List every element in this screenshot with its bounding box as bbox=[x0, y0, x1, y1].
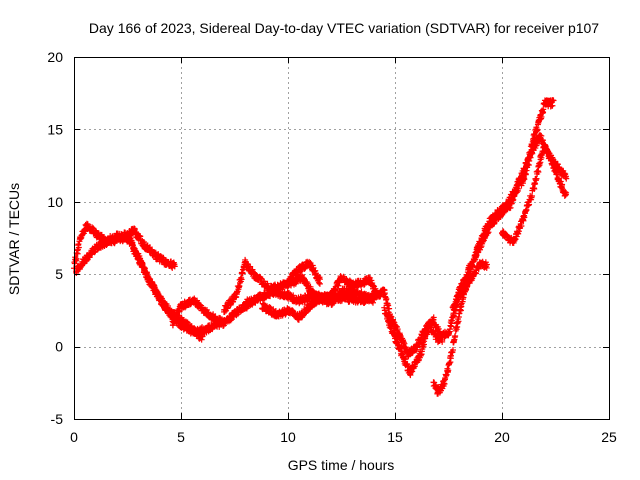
data-point bbox=[397, 344, 404, 351]
data-points bbox=[71, 97, 570, 397]
data-point bbox=[402, 344, 409, 351]
data-point bbox=[332, 286, 339, 293]
data-point bbox=[183, 322, 190, 329]
data-point bbox=[414, 344, 421, 351]
x-tick-label: 15 bbox=[387, 429, 403, 445]
data-point bbox=[402, 356, 409, 363]
data-point bbox=[386, 305, 393, 312]
x-tick-label: 25 bbox=[601, 429, 617, 445]
data-point bbox=[91, 249, 98, 256]
data-point bbox=[328, 302, 335, 308]
data-point bbox=[409, 368, 416, 375]
x-tick-label: 0 bbox=[70, 429, 78, 445]
data-point bbox=[75, 244, 82, 251]
data-point bbox=[236, 282, 243, 289]
data-point bbox=[247, 263, 254, 270]
data-point bbox=[316, 276, 323, 283]
axis-ticks bbox=[74, 57, 610, 420]
x-tick-labels: 0 5 10 15 20 25 bbox=[70, 429, 617, 445]
data-point bbox=[238, 276, 245, 283]
satellite-track bbox=[242, 286, 446, 360]
data-point bbox=[332, 297, 339, 304]
data-point bbox=[452, 333, 459, 340]
satellite-track bbox=[381, 258, 490, 379]
grid bbox=[74, 57, 609, 419]
data-point bbox=[404, 360, 411, 367]
data-point bbox=[171, 263, 178, 270]
x-axis-title: GPS time / hours bbox=[288, 457, 395, 473]
data-point bbox=[427, 321, 434, 328]
data-point bbox=[131, 225, 138, 232]
data-point bbox=[141, 265, 148, 272]
data-point bbox=[315, 279, 322, 286]
x-tick-label: 10 bbox=[280, 429, 296, 445]
data-point bbox=[370, 295, 377, 302]
y-tick-label: 5 bbox=[55, 266, 63, 282]
x-tick-label: 5 bbox=[177, 429, 185, 445]
plot-frame bbox=[74, 57, 610, 420]
data-point bbox=[161, 299, 168, 306]
chart-title: Day 166 of 2023, Sidereal Day-to-day VTE… bbox=[89, 20, 599, 36]
data-point bbox=[290, 308, 297, 315]
x-tick-label: 20 bbox=[494, 429, 510, 445]
y-axis-title: SDTVAR / TECUs bbox=[6, 183, 22, 295]
data-point bbox=[381, 304, 388, 311]
y-tick-label: 0 bbox=[55, 339, 63, 355]
y-tick-label: 15 bbox=[47, 121, 63, 137]
y-tick-label: 20 bbox=[47, 49, 63, 65]
satellite-track bbox=[259, 285, 377, 323]
data-point bbox=[224, 304, 231, 311]
data-point bbox=[390, 318, 397, 325]
y-tick-label: -5 bbox=[51, 411, 64, 427]
data-point bbox=[220, 323, 227, 330]
data-point bbox=[401, 340, 408, 347]
data-point bbox=[407, 369, 414, 376]
y-tick-labels: -5 0 5 10 15 20 bbox=[47, 49, 63, 427]
satellite-track bbox=[285, 258, 323, 287]
y-tick-label: 10 bbox=[47, 194, 63, 210]
data-point bbox=[290, 292, 297, 299]
data-point bbox=[388, 323, 395, 330]
